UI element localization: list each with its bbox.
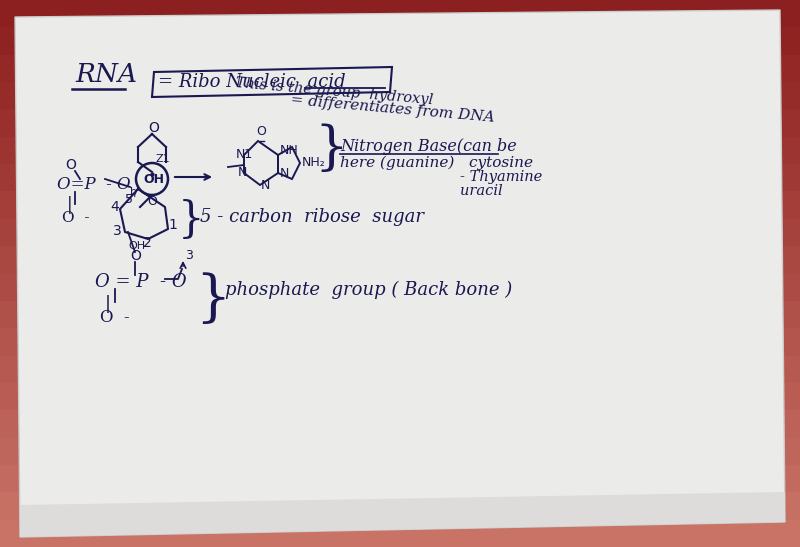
Bar [0, 55, 800, 82]
Text: }: } [195, 272, 230, 327]
Text: here (guanine)   cytosine: here (guanine) cytosine [340, 155, 533, 170]
Bar [0, 274, 800, 301]
Text: }: } [178, 199, 205, 241]
Text: O  -: O - [100, 309, 130, 326]
Text: O: O [256, 125, 266, 138]
Text: = differentiates from DNA: = differentiates from DNA [290, 93, 495, 125]
Text: This is the group  hydroxyl: This is the group hydroxyl [235, 76, 434, 107]
Text: O: O [65, 158, 76, 172]
Bar [0, 0, 800, 27]
Text: 3: 3 [185, 249, 193, 262]
Text: NH₂: NH₂ [302, 156, 326, 169]
Text: N: N [261, 179, 270, 192]
Text: |: | [67, 196, 73, 214]
Bar [0, 438, 800, 465]
Text: phosphate  group ( Back bone ): phosphate group ( Back bone ) [225, 281, 512, 299]
Bar [0, 191, 800, 219]
Text: }: } [314, 123, 348, 174]
Text: N: N [280, 167, 290, 180]
Bar [0, 109, 800, 137]
Text: b: b [130, 187, 137, 197]
Text: O: O [147, 195, 157, 208]
Bar [0, 383, 800, 410]
Bar [0, 82, 800, 109]
Text: 5 - carbon  ribose  sugar: 5 - carbon ribose sugar [200, 208, 424, 226]
Bar [0, 164, 800, 191]
Text: Z1: Z1 [155, 154, 170, 164]
Text: 5': 5' [125, 193, 137, 206]
Text: uracil: uracil [460, 184, 502, 198]
Text: N: N [238, 166, 247, 179]
Bar [0, 301, 800, 328]
Text: N1: N1 [236, 148, 254, 161]
Polygon shape [20, 492, 785, 537]
Text: O = P  - O: O = P - O [95, 273, 186, 291]
Polygon shape [15, 10, 785, 537]
Bar [0, 410, 800, 438]
Text: - Thyamine: - Thyamine [460, 170, 542, 184]
Bar [0, 520, 800, 547]
Text: O  -: O - [62, 211, 90, 225]
Bar [0, 492, 800, 520]
Text: RNA: RNA [75, 62, 137, 87]
Text: O=P  - O: O=P - O [57, 176, 130, 193]
Text: |: | [105, 295, 111, 313]
Text: O: O [130, 249, 141, 263]
Text: OH: OH [143, 173, 164, 186]
Bar [0, 246, 800, 274]
Text: Nitrogen Base(can be: Nitrogen Base(can be [340, 138, 517, 155]
Bar [0, 137, 800, 164]
Text: NH: NH [280, 144, 298, 157]
Text: = Ribo Nucleic  acid: = Ribo Nucleic acid [158, 73, 346, 91]
Text: 3: 3 [113, 224, 122, 238]
Bar [0, 27, 800, 55]
Text: OH: OH [128, 241, 145, 251]
Text: O: O [148, 121, 159, 135]
Bar [0, 219, 800, 246]
Bar [0, 465, 800, 492]
Text: 2: 2 [143, 236, 152, 250]
Text: 4: 4 [110, 200, 118, 214]
Bar [0, 356, 800, 383]
Text: 1: 1 [168, 218, 177, 232]
Bar [0, 328, 800, 356]
